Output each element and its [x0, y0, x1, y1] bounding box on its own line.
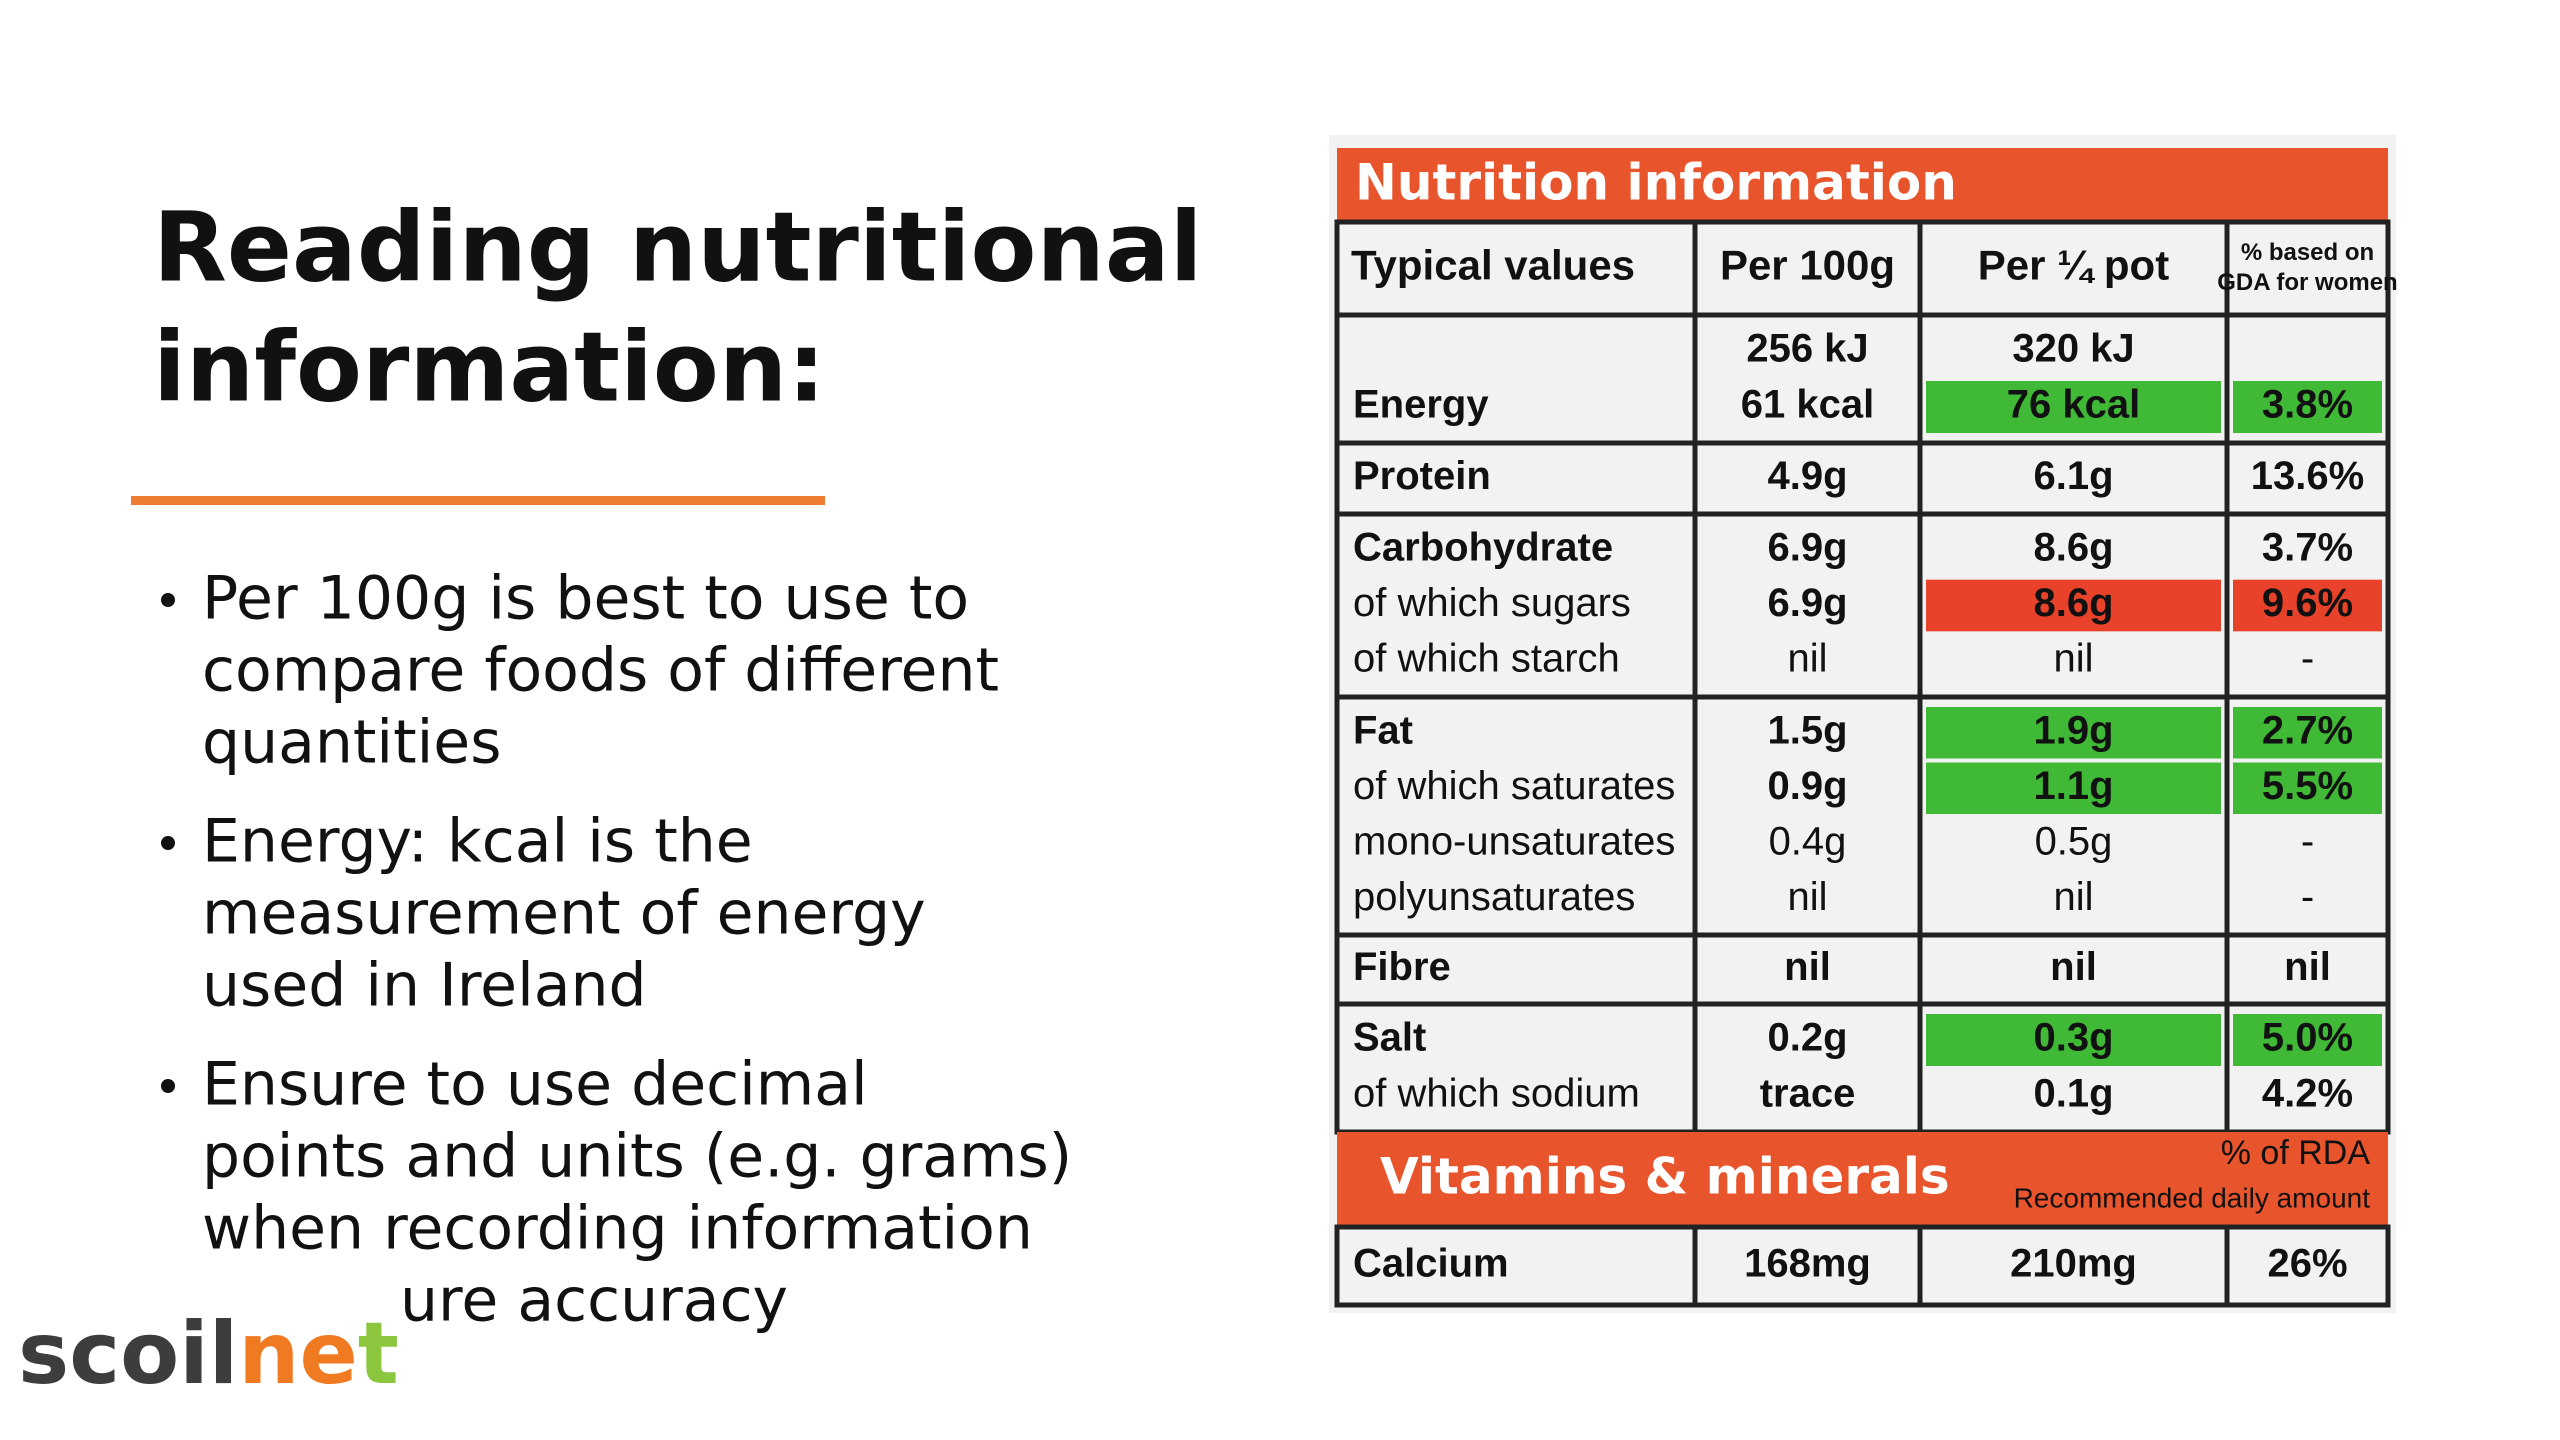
cell-value: 13.6% — [2251, 454, 2364, 498]
cell-value: 8.6g — [2033, 581, 2113, 625]
cell-value: 1.1g — [2033, 764, 2113, 808]
row-label: of which starch — [1353, 637, 1620, 681]
bullet-text: compare foods of different — [202, 636, 999, 706]
cell-value: 76 kcal — [2007, 383, 2140, 427]
cell-value: - — [2301, 637, 2314, 681]
cell-value: 168mg — [1744, 1242, 1871, 1286]
cell-value: 256 kJ — [1746, 327, 1868, 371]
vitamins-title: Vitamins & minerals — [1380, 1148, 1950, 1206]
cell-value: 2.7% — [2262, 708, 2353, 752]
highlight — [2233, 381, 2382, 433]
cell-value: nil — [1787, 637, 1827, 681]
cell-value: nil — [2053, 875, 2093, 919]
header-cell: GDA for women — [2217, 269, 2397, 296]
logo-part: t — [358, 1304, 399, 1404]
bullet-text: Ensure to use decimal — [202, 1050, 868, 1120]
header-cell: Per 100g — [1720, 242, 1895, 289]
cell-value: 320 kJ — [2012, 327, 2134, 371]
bullet-dot — [161, 593, 175, 607]
cell-value: 3.7% — [2262, 525, 2353, 569]
logo-part: scoil — [18, 1304, 238, 1404]
logo-part: ne — [238, 1304, 358, 1404]
bullet-text: ure accuracy — [400, 1266, 788, 1336]
highlight — [2233, 1014, 2382, 1066]
highlight — [2233, 707, 2382, 759]
header-cell: % based on — [2241, 239, 2374, 266]
bullet-dot — [161, 836, 175, 850]
cell-value: nil — [2050, 945, 2097, 989]
row-label: Fibre — [1353, 945, 1451, 989]
highlight — [1926, 762, 2221, 814]
table-title-bar — [1337, 148, 2388, 222]
cell-value: 4.2% — [2262, 1072, 2353, 1116]
cell-value: trace — [1760, 1072, 1856, 1116]
rda-label: % of RDA — [2221, 1134, 2371, 1172]
bullet-text: when recording information — [202, 1194, 1033, 1264]
cell-value: 4.9g — [1767, 454, 1847, 498]
cell-value: nil — [1784, 945, 1831, 989]
rda-note: Recommended daily amount — [2014, 1182, 2371, 1213]
cell-value: - — [2301, 875, 2314, 919]
cell-value: 26% — [2267, 1242, 2347, 1286]
cell-value: 0.5g — [2035, 819, 2113, 863]
highlight — [1926, 579, 2221, 632]
header-cell: Per ¼ pot — [1978, 242, 2169, 289]
cell-value: 0.2g — [1767, 1016, 1847, 1060]
bullet-text: points and units (e.g. grams) — [202, 1122, 1072, 1192]
row-label: Salt — [1353, 1016, 1426, 1060]
cell-value: 1.9g — [2033, 708, 2113, 752]
cell-value: 0.1g — [2033, 1072, 2113, 1116]
logo: scoilnet — [18, 1304, 399, 1404]
slide-title: Reading nutritional — [153, 191, 1203, 303]
highlight — [1926, 1014, 2221, 1066]
bullet-text: measurement of energy — [202, 879, 926, 949]
cell-value: 1.5g — [1767, 708, 1847, 752]
highlight — [2233, 762, 2382, 814]
cell-value: 5.0% — [2262, 1016, 2353, 1060]
cell-value: 8.6g — [2033, 525, 2113, 569]
row-label: Fat — [1353, 708, 1413, 752]
row-label: of which sugars — [1353, 581, 1631, 625]
row-label: of which saturates — [1353, 764, 1675, 808]
cell-value: nil — [2284, 945, 2331, 989]
row-label: mono-unsaturates — [1353, 819, 1675, 863]
table-cell — [2224, 1224, 2391, 1308]
cell-value: 0.4g — [1769, 819, 1847, 863]
highlight — [1926, 381, 2221, 433]
bullet-text: Per 100g is best to use to — [202, 564, 969, 634]
row-label: of which sodium — [1353, 1072, 1640, 1116]
cell-value: 6.1g — [2033, 454, 2113, 498]
cell-value: nil — [2053, 637, 2093, 681]
cell-value: - — [2301, 819, 2314, 863]
row-label: Energy — [1353, 383, 1489, 427]
bullet-dot — [161, 1079, 175, 1093]
row-label: polyunsaturates — [1353, 875, 1635, 919]
cell-value: 61 kcal — [1741, 383, 1874, 427]
cell-value: 6.9g — [1767, 581, 1847, 625]
row-label: Calcium — [1353, 1242, 1509, 1286]
highlight — [2233, 579, 2382, 632]
cell-value: 210mg — [2010, 1242, 2137, 1286]
bullet-text: Energy: kcal is the — [202, 807, 753, 877]
cell-value: 9.6% — [2262, 581, 2353, 625]
table-title: Nutrition information — [1355, 154, 1957, 212]
highlight — [1926, 707, 2221, 759]
vitamins-bar — [1337, 1132, 2388, 1227]
cell-value: 3.8% — [2262, 383, 2353, 427]
cell-value: 5.5% — [2262, 764, 2353, 808]
cell-value: nil — [1787, 875, 1827, 919]
cell-value: 0.3g — [2033, 1016, 2113, 1060]
header-cell: Typical values — [1351, 242, 1635, 289]
bullet-text: quantities — [202, 708, 501, 778]
divider — [131, 496, 825, 505]
cell-value: 6.9g — [1767, 525, 1847, 569]
cell-value: 0.9g — [1767, 764, 1847, 808]
row-label: Protein — [1353, 454, 1491, 498]
row-label: Carbohydrate — [1353, 525, 1613, 569]
slide-title: information: — [153, 311, 826, 423]
bullet-text: used in Ireland — [202, 951, 647, 1021]
